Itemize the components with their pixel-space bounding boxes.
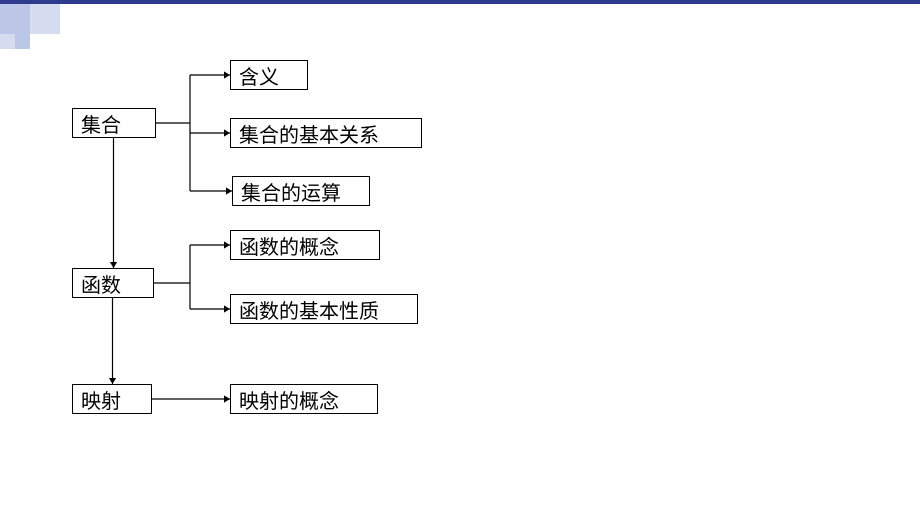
node-hanyi: 含义 [230,60,308,90]
header-square [0,34,15,49]
node-hsjbxz: 函数的基本性质 [230,294,418,324]
node-jhys: 集合的运算 [232,176,370,206]
header-bar [0,0,920,4]
connector-lines [0,0,920,518]
node-jbgx: 集合的基本关系 [230,118,422,148]
node-jihe: 集合 [72,108,156,138]
header-square [0,4,30,34]
header-square [15,34,30,49]
node-hsgn: 函数的概念 [230,230,380,260]
node-ysgn: 映射的概念 [230,384,378,414]
header-square [30,4,60,34]
node-yingshe: 映射 [72,384,152,414]
node-hanshu: 函数 [72,268,154,298]
